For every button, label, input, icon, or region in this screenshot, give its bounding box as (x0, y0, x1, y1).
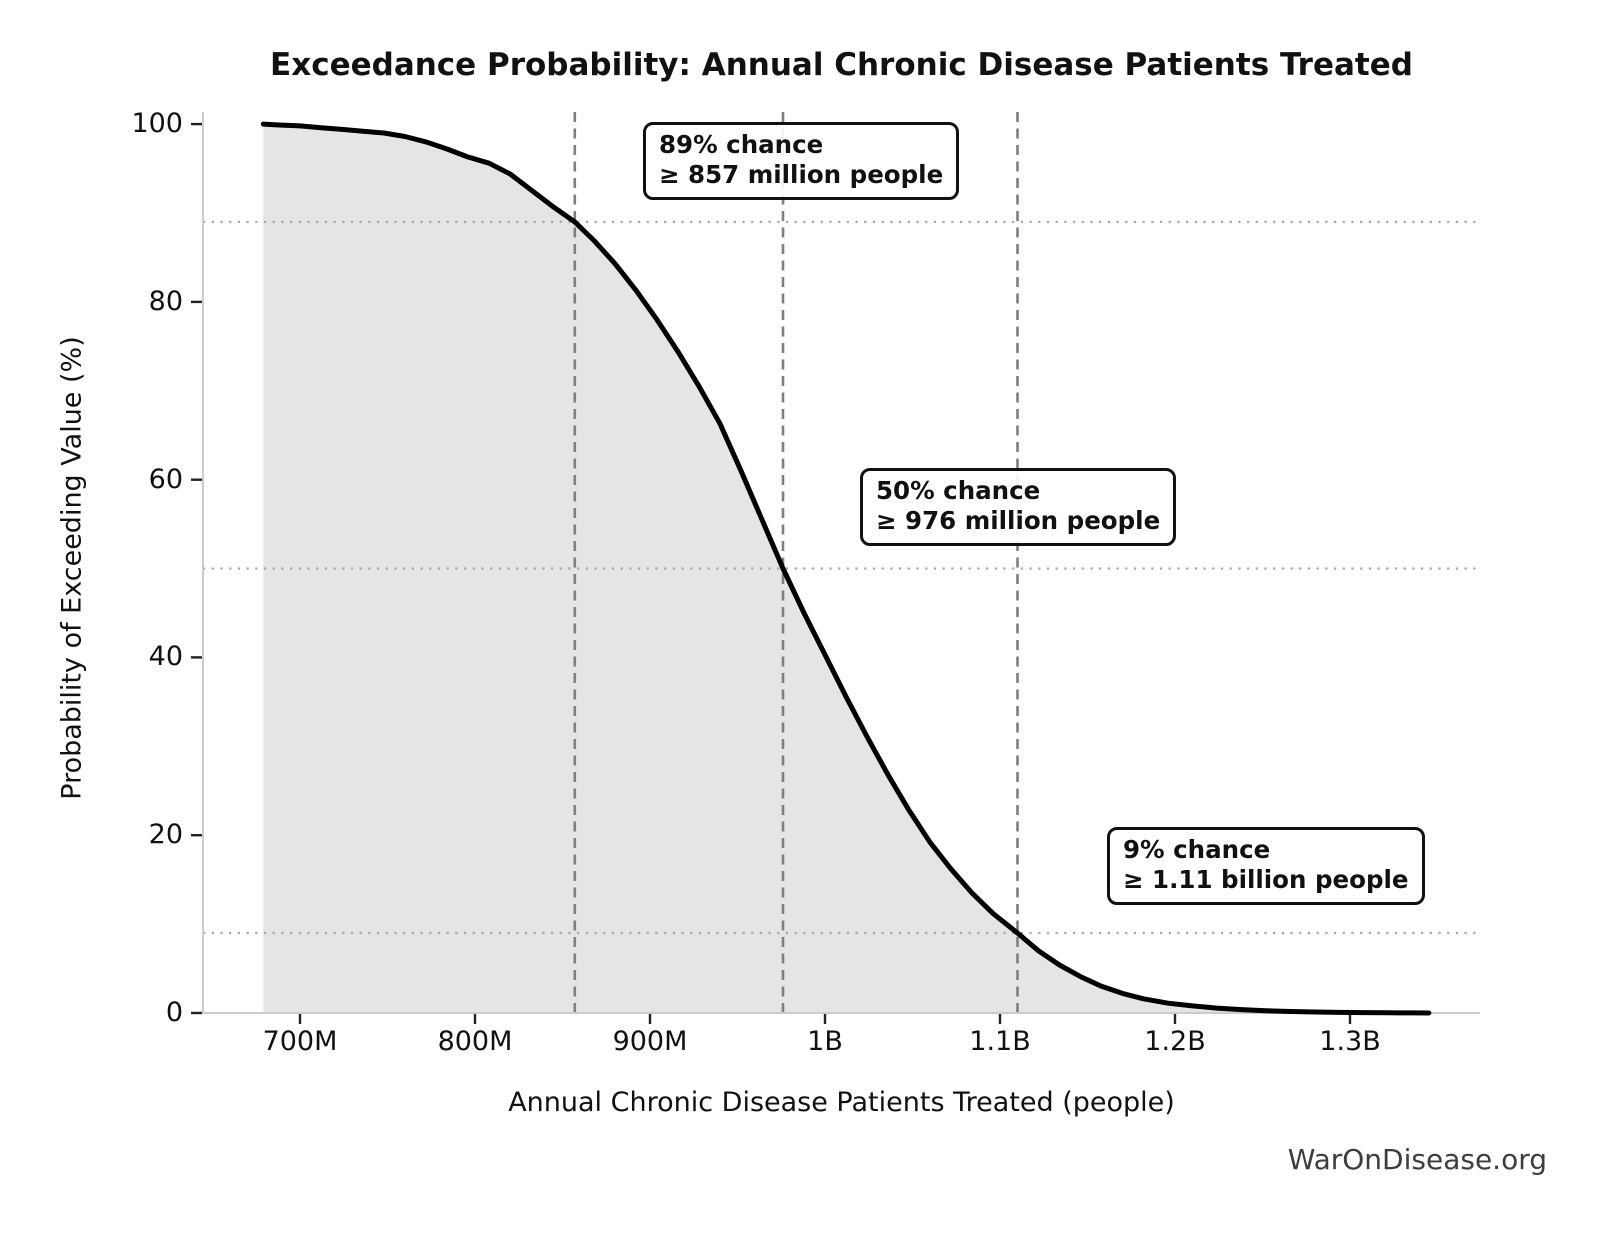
y-tick-label-100: 100 (131, 108, 183, 140)
annotation-line2: ≥ 857 million people (659, 160, 944, 189)
y-tick-label-80: 80 (148, 285, 183, 317)
y-tick-label-20: 20 (148, 819, 183, 851)
annotation-89-percent: 89% chance ≥ 857 million people (643, 122, 960, 200)
x-tick-label-800M: 800M (437, 1026, 513, 1057)
annotation-line2: ≥ 976 million people (876, 506, 1161, 535)
y-tick-label-0: 0 (165, 997, 183, 1028)
chart-title: Exceedance Probability: Annual Chronic D… (270, 47, 1413, 83)
x-tick-label-700M: 700M (262, 1026, 338, 1057)
x-tick-label-1.3B: 1.3B (1319, 1026, 1381, 1057)
curve-fill-area (263, 124, 1429, 1014)
annotation-50-percent: 50% chance ≥ 976 million people (860, 468, 1177, 546)
annotation-line2: ≥ 1.11 billion people (1123, 865, 1409, 894)
annotation-line1: 9% chance (1123, 835, 1271, 864)
y-tick-label-40: 40 (148, 641, 183, 673)
x-tick-label-900M: 900M (612, 1026, 688, 1057)
annotation-line1: 89% chance (659, 130, 824, 159)
annotation-9-percent: 9% chance ≥ 1.11 billion people (1107, 827, 1425, 905)
x-tick-label-1.1B: 1.1B (969, 1026, 1031, 1057)
x-tick-label-1B: 1B (807, 1026, 843, 1057)
y-tick-label-60: 60 (148, 463, 183, 495)
watermark: WarOnDisease.org (1287, 1143, 1547, 1176)
exceedance-curve (260, 121, 1432, 1016)
annotation-line1: 50% chance (876, 476, 1041, 505)
x-tick-label-1.2B: 1.2B (1144, 1026, 1206, 1057)
y-axis-label: Probability of Exceeding Value (%) (56, 336, 88, 800)
x-axis-label: Annual Chronic Disease Patients Treated … (508, 1087, 1175, 1118)
